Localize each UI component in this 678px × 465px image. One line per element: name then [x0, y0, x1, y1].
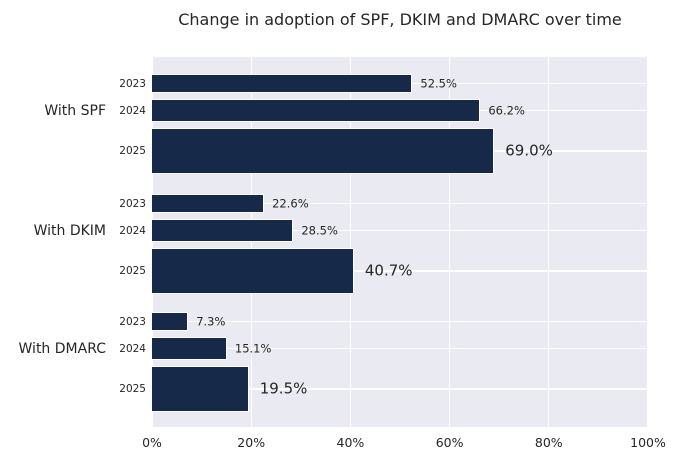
bar-with-dmarc-2024: [152, 337, 227, 360]
x-gridline: [349, 57, 351, 427]
bar-value-label: 66.2%: [488, 102, 525, 117]
x-tick-label: 20%: [237, 435, 266, 450]
x-tick-label: 40%: [336, 435, 365, 450]
bar-value-label: 28.5%: [301, 222, 338, 237]
y-gridline: [152, 347, 648, 350]
bar-with-spf-2023: [152, 74, 413, 93]
y-gridline: [152, 202, 648, 205]
bar-with-spf-2025: [152, 128, 495, 174]
bar-with-dkim-2023: [152, 194, 265, 213]
group-label: With DKIM: [33, 222, 106, 239]
y-gridline: [152, 270, 648, 272]
bar-with-dkim-2024: [152, 219, 294, 242]
y-tick-label-2024: 2024: [119, 224, 146, 237]
y-tick-label-2024: 2024: [119, 342, 146, 355]
bar-value-label: 19.5%: [259, 379, 308, 398]
y-gridline: [152, 320, 648, 323]
bar-value-label: 40.7%: [364, 261, 413, 280]
bar-value-label: 7.3%: [196, 313, 226, 328]
plot-area: 52.5% 66.2% 69.0% 22.6% 28.5% 40.7% 7.3% 15.1% 1…: [151, 57, 649, 427]
y-tick-label-2023: 2023: [119, 315, 146, 328]
y-tick-label-2023: 2023: [119, 197, 146, 210]
y-tick-label-2024: 2024: [119, 104, 146, 117]
x-tick-label: 60%: [435, 435, 464, 450]
bar-with-dmarc-2025: [152, 366, 249, 412]
x-gridline: [647, 57, 649, 427]
x-tick-label: 100%: [630, 435, 666, 450]
x-gridline: [449, 57, 451, 427]
bar-with-spf-2024: [152, 99, 481, 122]
group-label: With DMARC: [18, 340, 106, 357]
y-gridline: [152, 388, 648, 390]
x-tick-label: 0%: [142, 435, 162, 450]
bar-value-label: 69.0%: [505, 141, 553, 160]
x-gridline: [151, 57, 153, 427]
y-tick-label-2025: 2025: [119, 382, 146, 395]
bar-with-dkim-2025: [152, 248, 354, 294]
bar-with-dmarc-2023: [152, 312, 189, 331]
bar-value-label: 52.5%: [420, 75, 457, 90]
x-gridline: [250, 57, 252, 427]
x-gridline: [548, 57, 550, 427]
y-tick-label-2025: 2025: [119, 144, 146, 157]
y-tick-label-2023: 2023: [119, 77, 146, 90]
bar-value-label: 22.6%: [272, 195, 309, 210]
y-tick-label-2025: 2025: [119, 264, 146, 277]
chart-title: Change in adoption of SPF, DKIM and DMAR…: [178, 10, 622, 29]
group-label: With SPF: [44, 102, 106, 119]
x-tick-label: 80%: [534, 435, 563, 450]
y-gridline: [152, 229, 648, 232]
bar-value-label: 15.1%: [234, 340, 272, 355]
